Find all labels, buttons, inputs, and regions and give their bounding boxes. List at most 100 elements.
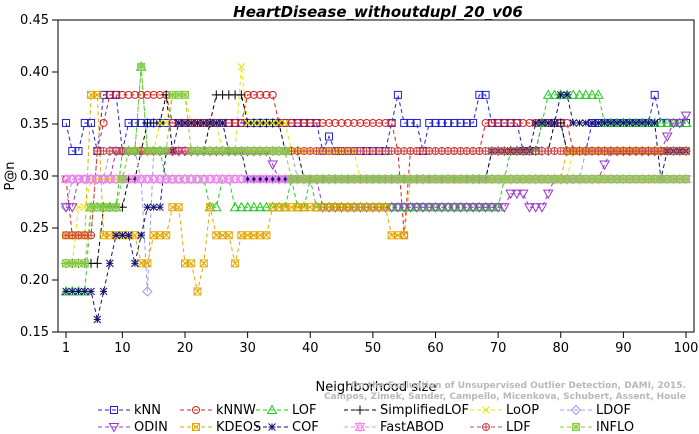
point-fastabod — [167, 173, 178, 185]
point-cof — [632, 119, 640, 127]
series-line-odin — [66, 115, 687, 208]
legend-marker-lof — [266, 404, 278, 414]
point-knnw — [256, 90, 265, 99]
point-knnw — [124, 90, 133, 99]
point-fastabod — [173, 173, 185, 185]
point-lof — [586, 89, 598, 99]
point-cof — [538, 119, 546, 127]
point-fastabod — [129, 173, 141, 185]
legend-label-ldof: LDOF — [596, 403, 631, 418]
point-odin — [492, 203, 504, 213]
point-knnw — [519, 118, 528, 127]
legend-label-loop: LoOP — [506, 403, 539, 418]
point-ldof — [142, 286, 153, 297]
point-cof — [581, 119, 590, 127]
point-cof — [124, 231, 133, 240]
point-knn — [99, 90, 108, 99]
point-knnw — [325, 118, 334, 127]
point-inflo — [274, 147, 283, 156]
legend-label-simplifiedlof: SimplifiedLOF — [380, 403, 469, 418]
point-cof — [206, 119, 214, 127]
point-knnw — [149, 90, 158, 99]
point-fastabod — [204, 173, 216, 185]
point-cof — [174, 119, 183, 127]
y-tick-label: 0.30 — [20, 169, 49, 184]
point-cof — [218, 119, 227, 127]
y-tick-label: 0.35 — [20, 117, 49, 132]
legend-marker-cof — [268, 423, 276, 431]
point-cof — [199, 119, 208, 127]
point-inflo — [118, 175, 127, 184]
legend-label-knn: kNN — [134, 403, 161, 418]
point-fastabod — [123, 173, 134, 185]
point-knnw — [112, 90, 121, 99]
point-cof — [137, 231, 146, 240]
point-cof — [606, 119, 615, 127]
point-knnw — [130, 90, 139, 99]
point-loop — [156, 119, 164, 127]
point-knnw — [375, 118, 384, 127]
point-fastabod — [192, 173, 203, 185]
point-knn — [431, 118, 440, 127]
point-odin — [392, 203, 404, 213]
point-kdeos — [231, 259, 240, 268]
point-fastabod — [267, 173, 279, 185]
point-inflo — [137, 62, 146, 71]
point-fastabod — [98, 173, 109, 185]
point-fastabod — [66, 173, 78, 185]
legend-item-ldof: LDOF — [560, 403, 631, 418]
x-tick-label: 50 — [365, 341, 382, 356]
point-fastabod — [79, 173, 91, 185]
point-odin — [411, 203, 423, 213]
point-fastabod — [73, 173, 84, 185]
point-cof — [569, 119, 578, 127]
x-tick-label: 90 — [615, 341, 632, 356]
point-knnw — [143, 90, 152, 99]
point-knnw — [105, 90, 114, 99]
legend-label-ldf: LDF — [506, 420, 531, 434]
point-cof — [118, 231, 127, 240]
point-odin — [442, 203, 454, 213]
legend-label-inflo: INFLO — [596, 420, 634, 434]
point-knnw — [331, 118, 340, 127]
point-knnw — [312, 118, 321, 127]
point-lof — [248, 201, 260, 212]
point-knn — [74, 147, 83, 156]
x-tick-label: 40 — [302, 341, 319, 356]
point-lof — [261, 201, 272, 212]
point-odin — [448, 203, 460, 213]
x-tick-label: 100 — [674, 341, 699, 356]
series-line-ldof — [65, 150, 686, 292]
point-kdeos — [162, 231, 171, 240]
point-odin — [423, 203, 435, 213]
legend-item-odin: ODIN — [98, 420, 168, 434]
point-kdeos — [93, 90, 102, 99]
point-kdeos — [143, 259, 152, 268]
point-fastabod — [217, 173, 228, 185]
point-knn — [68, 147, 77, 156]
point-loop — [243, 119, 252, 127]
point-knnw — [249, 90, 258, 99]
point-odin — [473, 203, 485, 213]
point-inflo — [112, 203, 121, 212]
point-lof — [542, 89, 554, 99]
point-fastabod — [223, 173, 235, 185]
point-cof — [156, 203, 164, 212]
point-odin — [505, 189, 517, 200]
point-fastabod — [229, 173, 241, 185]
point-cof — [93, 315, 102, 324]
point-knn — [456, 118, 465, 127]
point-knn — [469, 118, 478, 127]
legend-item-cof: COF — [256, 420, 319, 434]
legend-label-odin: ODIN — [134, 420, 168, 434]
point-odin — [674, 118, 686, 129]
point-cof — [563, 91, 571, 99]
point-knn — [450, 118, 459, 127]
point-knnw — [481, 118, 490, 127]
point-cof — [74, 287, 83, 296]
point-cof — [650, 119, 659, 127]
point-knnw — [494, 118, 503, 127]
point-lof — [592, 89, 604, 99]
point-odin — [436, 203, 448, 213]
point-loop — [262, 119, 271, 127]
